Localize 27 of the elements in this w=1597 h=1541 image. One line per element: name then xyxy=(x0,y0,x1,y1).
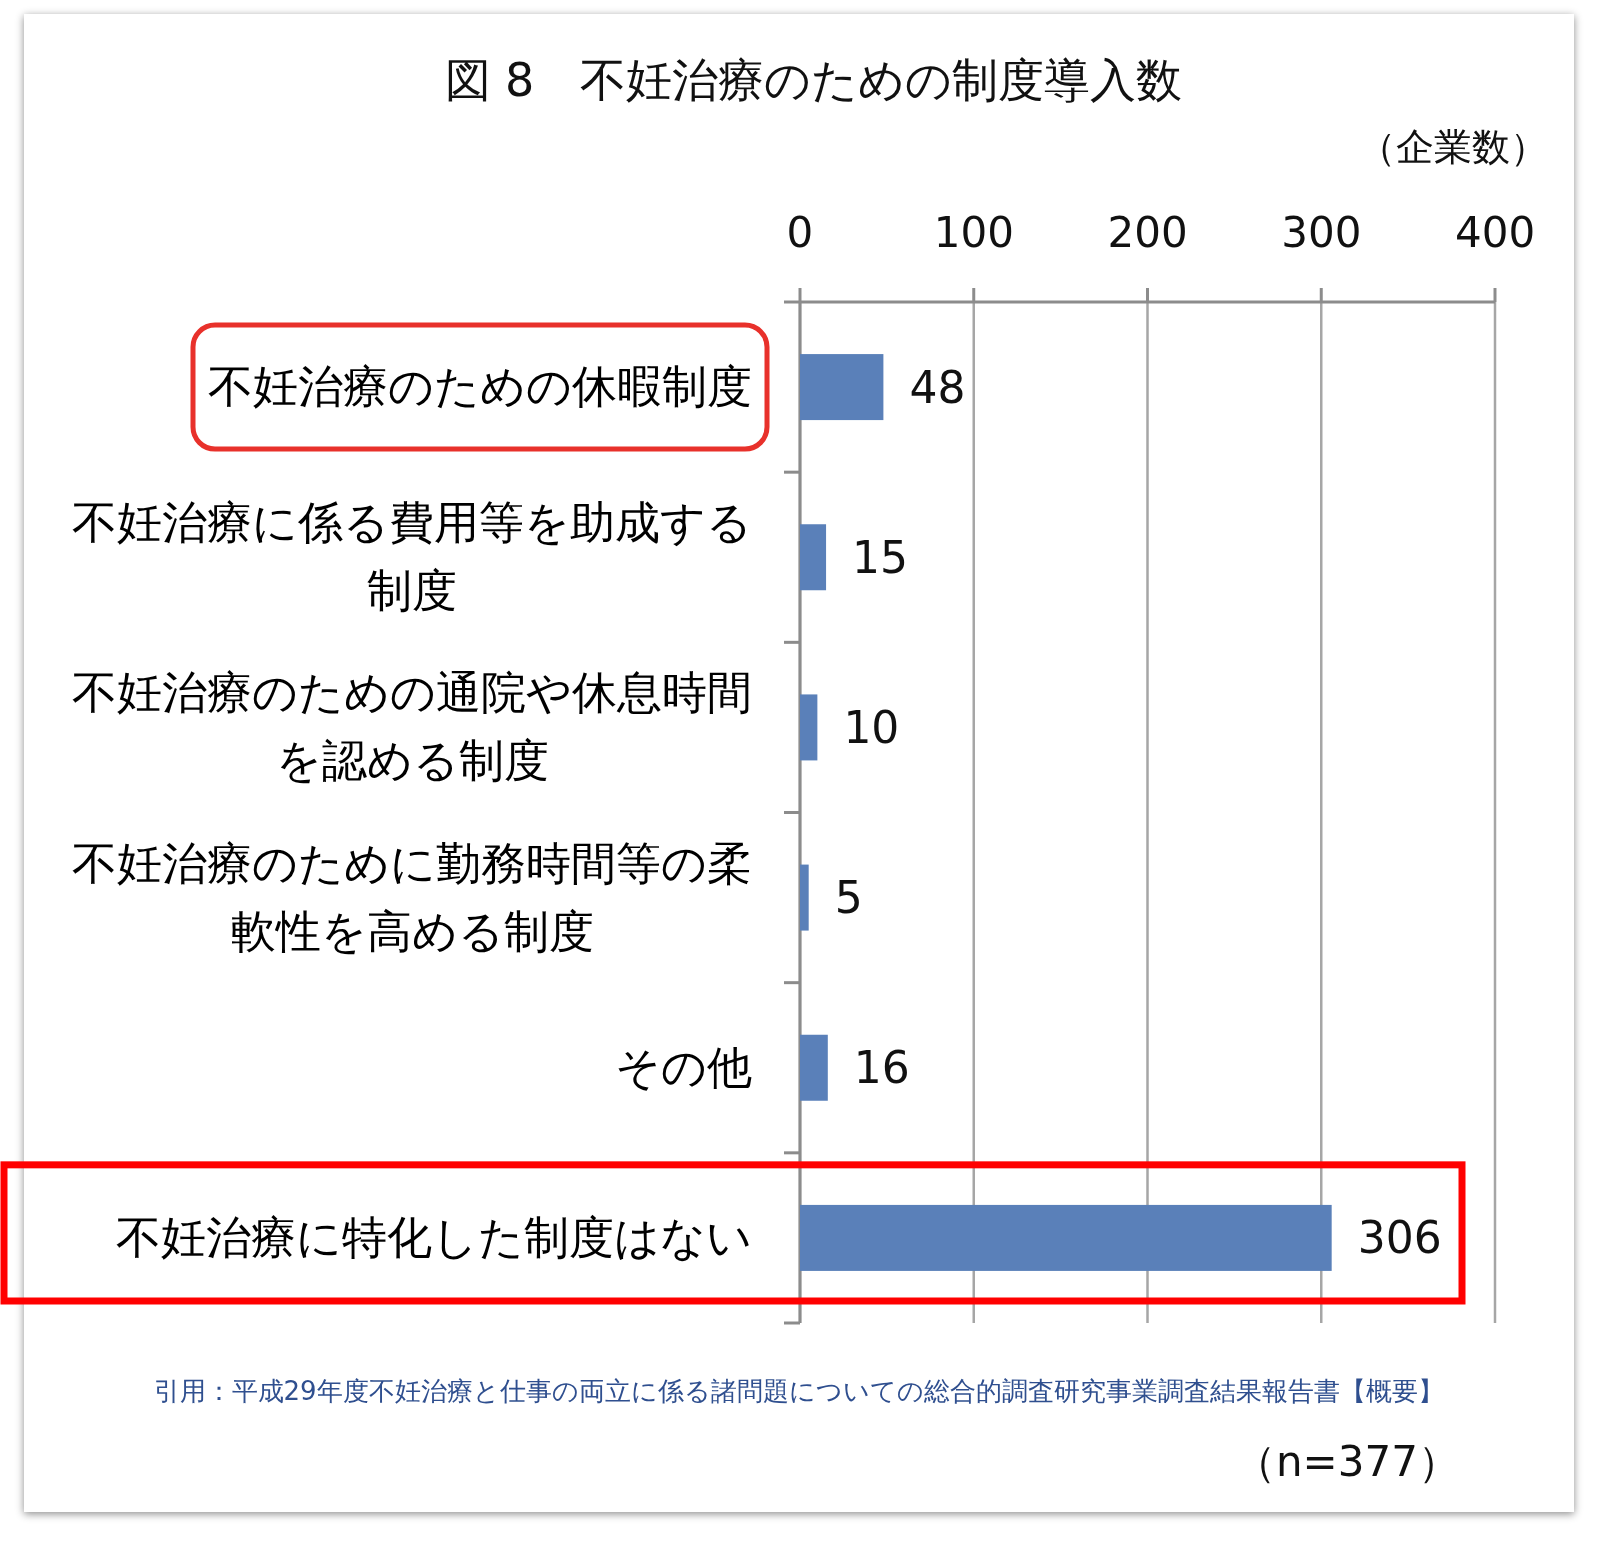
data-label: 306 xyxy=(1357,1212,1442,1264)
data-label: 5 xyxy=(834,872,863,924)
data-label: 15 xyxy=(852,531,909,583)
bar xyxy=(800,694,818,761)
y-tick-label: 不妊治療に係る費用等を助成する制度 xyxy=(72,495,752,620)
x-tick-label: 300 xyxy=(1281,208,1362,257)
data-label: 10 xyxy=(843,701,900,753)
text: 引用：平成29年度不妊治療と仕事の両立に係る諸問題についての総合的調査研究事業調査結果報告書【概要】 xyxy=(153,1375,1444,1408)
y-tick-label: 不妊治療に特化した制度はない xyxy=(116,1209,752,1266)
data-label: 16 xyxy=(853,1042,910,1094)
chart-title: 図 8 不妊治療のための制度導入数 xyxy=(444,52,1183,109)
y-tick-label: その他 xyxy=(615,1039,752,1096)
x-tick-label: 200 xyxy=(1107,208,1188,257)
text: （n=377） xyxy=(1234,1436,1460,1488)
x-tick-label: 100 xyxy=(933,208,1014,257)
bar xyxy=(800,1204,1332,1271)
y-tick-label: 不妊治療のために勤務時間等の柔軟性を高める制度 xyxy=(72,835,752,960)
y-tick-label: 不妊治療のための休暇制度 xyxy=(208,359,752,416)
data-label: 48 xyxy=(909,361,966,413)
bar xyxy=(800,354,884,421)
x-axis-title: （企業数） xyxy=(1358,124,1548,171)
y-tick-label: 不妊治療のための通院や休息時間を認める制度 xyxy=(72,665,752,790)
bar xyxy=(800,524,827,591)
x-tick-label: 0 xyxy=(786,208,814,257)
bar xyxy=(800,864,809,931)
x-tick-label: 400 xyxy=(1455,208,1536,257)
bar xyxy=(800,1034,828,1101)
